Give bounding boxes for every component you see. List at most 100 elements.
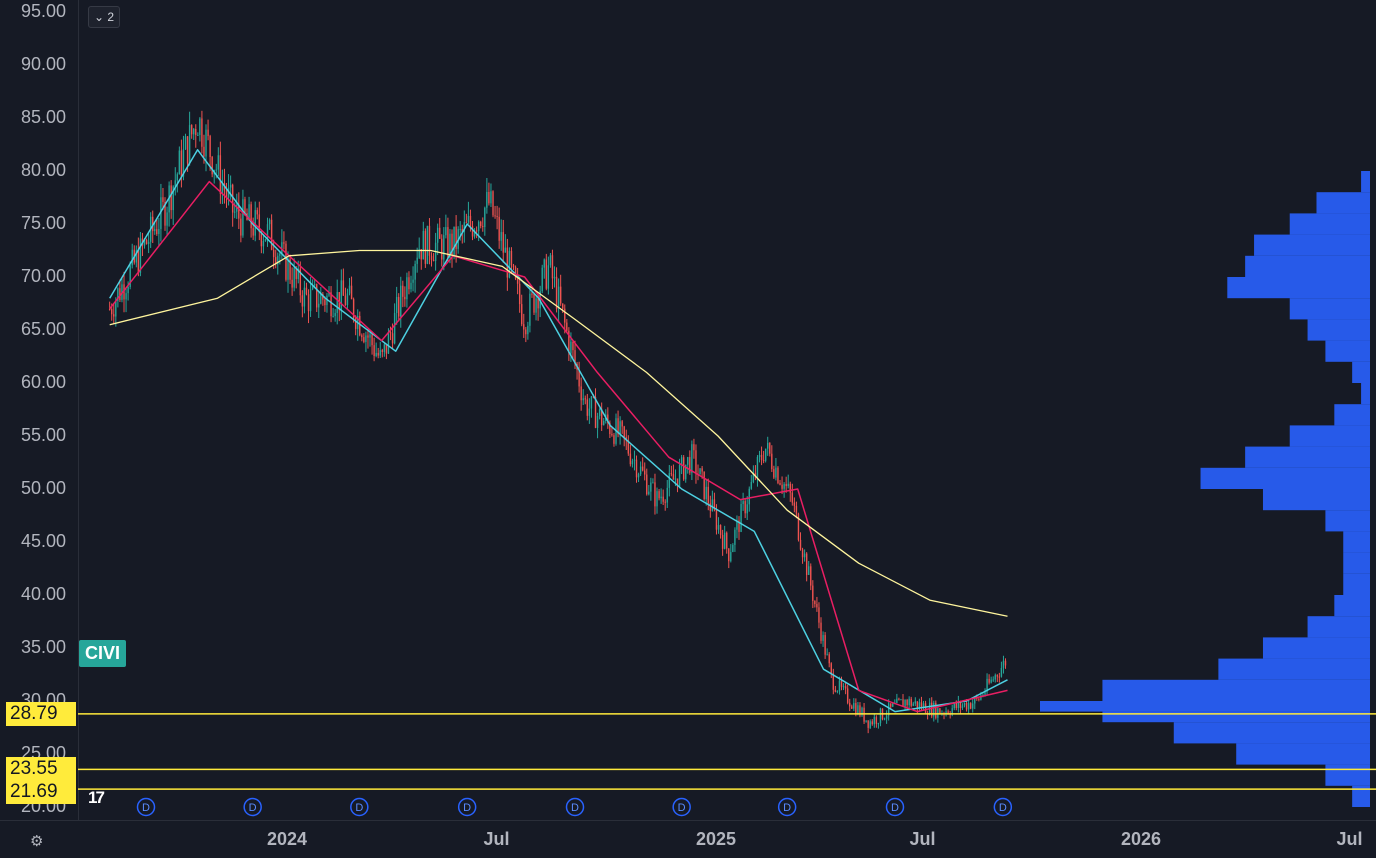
candle [156, 218, 158, 236]
horizontal-levels[interactable] [78, 713, 1376, 790]
price-axis[interactable] [0, 0, 79, 820]
candle [566, 319, 568, 333]
candle [963, 702, 966, 708]
candle [887, 699, 890, 721]
price-level-tag: 21.69 [6, 780, 76, 805]
candle [654, 473, 656, 515]
tradingview-logo-icon[interactable]: 17 [88, 788, 105, 807]
candle [484, 206, 486, 236]
candle [346, 288, 349, 309]
candle [689, 450, 691, 475]
candle [357, 309, 359, 341]
candle [670, 465, 673, 477]
candle [994, 673, 996, 683]
candle [785, 476, 787, 493]
candle [256, 207, 258, 220]
volume-profile-bar [1325, 510, 1370, 532]
candle [910, 696, 912, 708]
candle [836, 690, 839, 694]
candle [414, 260, 416, 293]
candle [912, 701, 914, 707]
candle [666, 480, 668, 508]
candle [168, 181, 170, 227]
candle [322, 292, 324, 306]
candle [147, 232, 150, 254]
candle [721, 529, 724, 556]
candle [990, 676, 992, 684]
candle [545, 253, 548, 291]
candle [201, 110, 203, 154]
candle [619, 416, 621, 445]
candle [137, 237, 140, 277]
candle [590, 395, 593, 418]
y-tick-label: 90.00 [20, 54, 66, 74]
volume-profile-bar [1254, 234, 1370, 256]
candle [879, 707, 882, 727]
candle [656, 487, 658, 514]
candle [197, 132, 199, 136]
candle [588, 398, 591, 424]
candle [426, 225, 429, 265]
candle [986, 673, 988, 695]
candle [188, 111, 191, 166]
candle [498, 207, 500, 249]
candle [529, 286, 531, 333]
candle [851, 704, 853, 710]
time-axis[interactable] [0, 820, 1376, 858]
candle [430, 252, 433, 267]
candle [629, 444, 632, 467]
candle [853, 698, 855, 712]
candle [193, 127, 195, 140]
x-tick-label: 2026 [1121, 829, 1162, 849]
candle [285, 240, 287, 282]
legend-count: 2 [107, 10, 115, 24]
candle [972, 698, 974, 713]
candle [316, 283, 318, 313]
candle [736, 515, 738, 539]
candle [861, 706, 863, 717]
volume-profile-bar [1102, 711, 1370, 723]
candle [758, 450, 761, 463]
candle [549, 252, 552, 268]
candle [644, 462, 646, 481]
candle [842, 683, 845, 691]
candle [803, 549, 806, 562]
legend-toggle[interactable]: ⌄ 2 [88, 6, 120, 28]
candle [797, 512, 800, 542]
candle [373, 337, 375, 362]
candle [846, 684, 849, 705]
volume-profile-bar [1200, 467, 1370, 489]
candle [779, 479, 781, 486]
svg-text:D: D [463, 802, 471, 814]
candle [512, 263, 515, 271]
candle [393, 303, 396, 345]
candle [908, 696, 910, 710]
candle [180, 139, 183, 188]
candle [293, 258, 295, 292]
candle [535, 294, 537, 321]
candle [164, 197, 166, 231]
candle [424, 228, 427, 268]
candle [767, 436, 769, 456]
candle [350, 276, 353, 300]
settings-icon[interactable]: ⚙ [30, 833, 44, 850]
candle [381, 348, 384, 358]
candle [631, 458, 634, 468]
candle [933, 700, 935, 722]
candle [648, 485, 650, 496]
svg-text:D: D [891, 802, 899, 814]
candle [818, 602, 820, 629]
candle [439, 218, 441, 239]
candle [652, 478, 654, 484]
candle [877, 722, 880, 729]
candle [748, 486, 750, 512]
volume-profile-bar [1236, 743, 1370, 765]
candle [746, 496, 748, 521]
candle [738, 516, 740, 540]
candle [301, 290, 304, 318]
volume-profile-bar [1343, 531, 1370, 553]
y-tick-label: 35.00 [20, 637, 66, 657]
candle [726, 531, 728, 554]
